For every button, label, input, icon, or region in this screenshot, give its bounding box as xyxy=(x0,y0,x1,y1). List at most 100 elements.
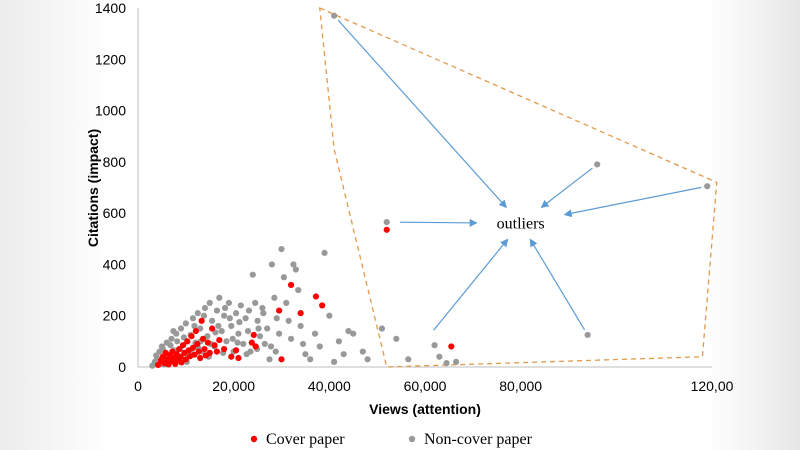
cover-paper-point xyxy=(179,342,187,349)
non-cover-paper-point xyxy=(194,310,201,317)
non-cover-paper-point xyxy=(237,302,244,309)
cover-paper-point xyxy=(221,345,228,353)
outlier-arrow xyxy=(563,186,702,218)
cover-paper-point xyxy=(235,354,242,362)
non-cover-paper-point xyxy=(191,322,198,330)
outlier-arrows xyxy=(337,19,702,331)
non-cover-paper-point xyxy=(235,330,242,337)
y-tick-labels: 0 200 400 600 800 1000 1200 1400 xyxy=(95,0,126,375)
non-cover-paper-point xyxy=(290,261,297,268)
cover-paper-point xyxy=(197,354,204,362)
non-cover-paper-point xyxy=(261,340,268,348)
non-cover-paper-point xyxy=(266,356,273,363)
cover-paper-point xyxy=(176,345,183,353)
non-cover-paper-point xyxy=(201,304,209,312)
non-cover-paper-point xyxy=(594,161,601,168)
cover-paper-point xyxy=(204,339,211,346)
non-cover-paper-point xyxy=(177,325,185,332)
y-tick-label: 0 xyxy=(118,359,126,375)
non-cover-paper-point xyxy=(244,328,252,335)
outliers-annotation: outliers xyxy=(319,6,718,368)
non-cover-paper-point xyxy=(259,304,266,312)
non-cover-paper-point xyxy=(168,335,175,342)
cover-paper-point xyxy=(211,342,218,349)
non-cover-paper-point xyxy=(268,261,276,268)
non-cover-paper-point xyxy=(321,249,328,256)
non-cover-paper-point xyxy=(234,339,241,346)
cover-paper-point xyxy=(297,310,304,317)
cover-paper-point xyxy=(250,331,257,339)
non-cover-paper-point xyxy=(283,299,290,306)
cover-paper-point xyxy=(178,359,185,366)
non-cover-paper-point xyxy=(252,299,259,306)
non-cover-paper-point xyxy=(378,325,386,332)
cover-paper-point xyxy=(189,344,197,351)
y-tick-label: 600 xyxy=(103,205,127,221)
outlier-arrow xyxy=(399,218,478,227)
non-cover-paper-point xyxy=(245,307,253,314)
non-cover-paper-point xyxy=(236,319,243,326)
non-cover-paper-point xyxy=(364,356,371,363)
non-cover-paper-point xyxy=(213,307,221,314)
non-cover-paper-point xyxy=(350,330,357,337)
non-cover-paper-point xyxy=(297,322,304,330)
non-cover-paper-point xyxy=(218,328,225,335)
non-cover-paper-point xyxy=(264,325,271,332)
non-cover-paper-point xyxy=(292,266,299,273)
non-cover-paper-point xyxy=(273,315,280,322)
non-cover-paper-point xyxy=(436,353,443,360)
non-cover-paper-point xyxy=(167,342,174,349)
outlier-arrow xyxy=(433,238,509,331)
cover-paper-point xyxy=(312,293,320,300)
non-cover-paper-point xyxy=(383,219,390,226)
non-cover-paper-point xyxy=(302,351,309,358)
cover-paper-point xyxy=(198,317,205,324)
cover-paper-point xyxy=(252,343,259,350)
non-cover-paper-point xyxy=(255,325,262,332)
cover-paper-point xyxy=(201,345,208,353)
x-tick-labels: 0 20,000 40,000 60,000 80,000 120,00 xyxy=(134,378,734,394)
non-cover-paper-point xyxy=(359,348,366,355)
y-tick-label: 200 xyxy=(103,308,127,324)
non-cover-paper-point xyxy=(256,333,264,340)
non-cover-paper-point xyxy=(153,352,160,359)
non-cover-paper-point xyxy=(345,328,352,335)
non-cover-paper-point xyxy=(232,310,240,317)
non-cover-paper-point xyxy=(223,338,230,345)
non-cover-paper-point xyxy=(229,335,236,342)
legend-label-non-cover-paper: Non-cover paper xyxy=(424,431,533,448)
non-cover-paper-point xyxy=(254,317,261,324)
non-cover-paper-point xyxy=(228,322,235,330)
non-cover-paper-point xyxy=(170,328,177,335)
y-tick-label: 800 xyxy=(103,154,127,170)
non-cover-paper-point xyxy=(452,358,460,365)
cover-paper-point xyxy=(209,325,216,332)
non-cover-paper-point xyxy=(393,335,400,342)
non-cover-paper-point xyxy=(276,330,283,337)
cover-paper-point xyxy=(228,353,235,360)
non-cover-paper-point xyxy=(405,356,412,363)
non-cover-paper-point xyxy=(174,338,181,345)
non-cover-paper-point xyxy=(260,310,267,317)
non-cover-paper-point xyxy=(209,317,216,324)
legend-marker-cover-paper xyxy=(250,435,258,443)
non-cover-paper-point xyxy=(225,299,232,306)
data-points xyxy=(149,12,711,369)
cover-paper-point xyxy=(194,340,201,348)
non-cover-paper-point xyxy=(443,360,450,367)
non-cover-paper-point xyxy=(316,343,323,350)
cover-paper-point xyxy=(188,333,195,340)
x-axis-title: Views (attention) xyxy=(369,401,481,417)
cover-paper-point xyxy=(192,328,199,335)
cover-paper-point xyxy=(383,226,390,233)
non-cover-paper-point xyxy=(278,245,285,253)
outliers-enclosure xyxy=(319,6,718,368)
cover-paper-point xyxy=(319,302,326,309)
cover-paper-point xyxy=(154,361,162,369)
cover-paper-point xyxy=(448,343,455,350)
cover-paper-point xyxy=(195,348,202,355)
non-cover-paper-point xyxy=(189,315,197,322)
outlier-arrow xyxy=(337,19,507,209)
non-cover-paper-point xyxy=(216,294,223,301)
cover-paper-point xyxy=(232,347,240,354)
